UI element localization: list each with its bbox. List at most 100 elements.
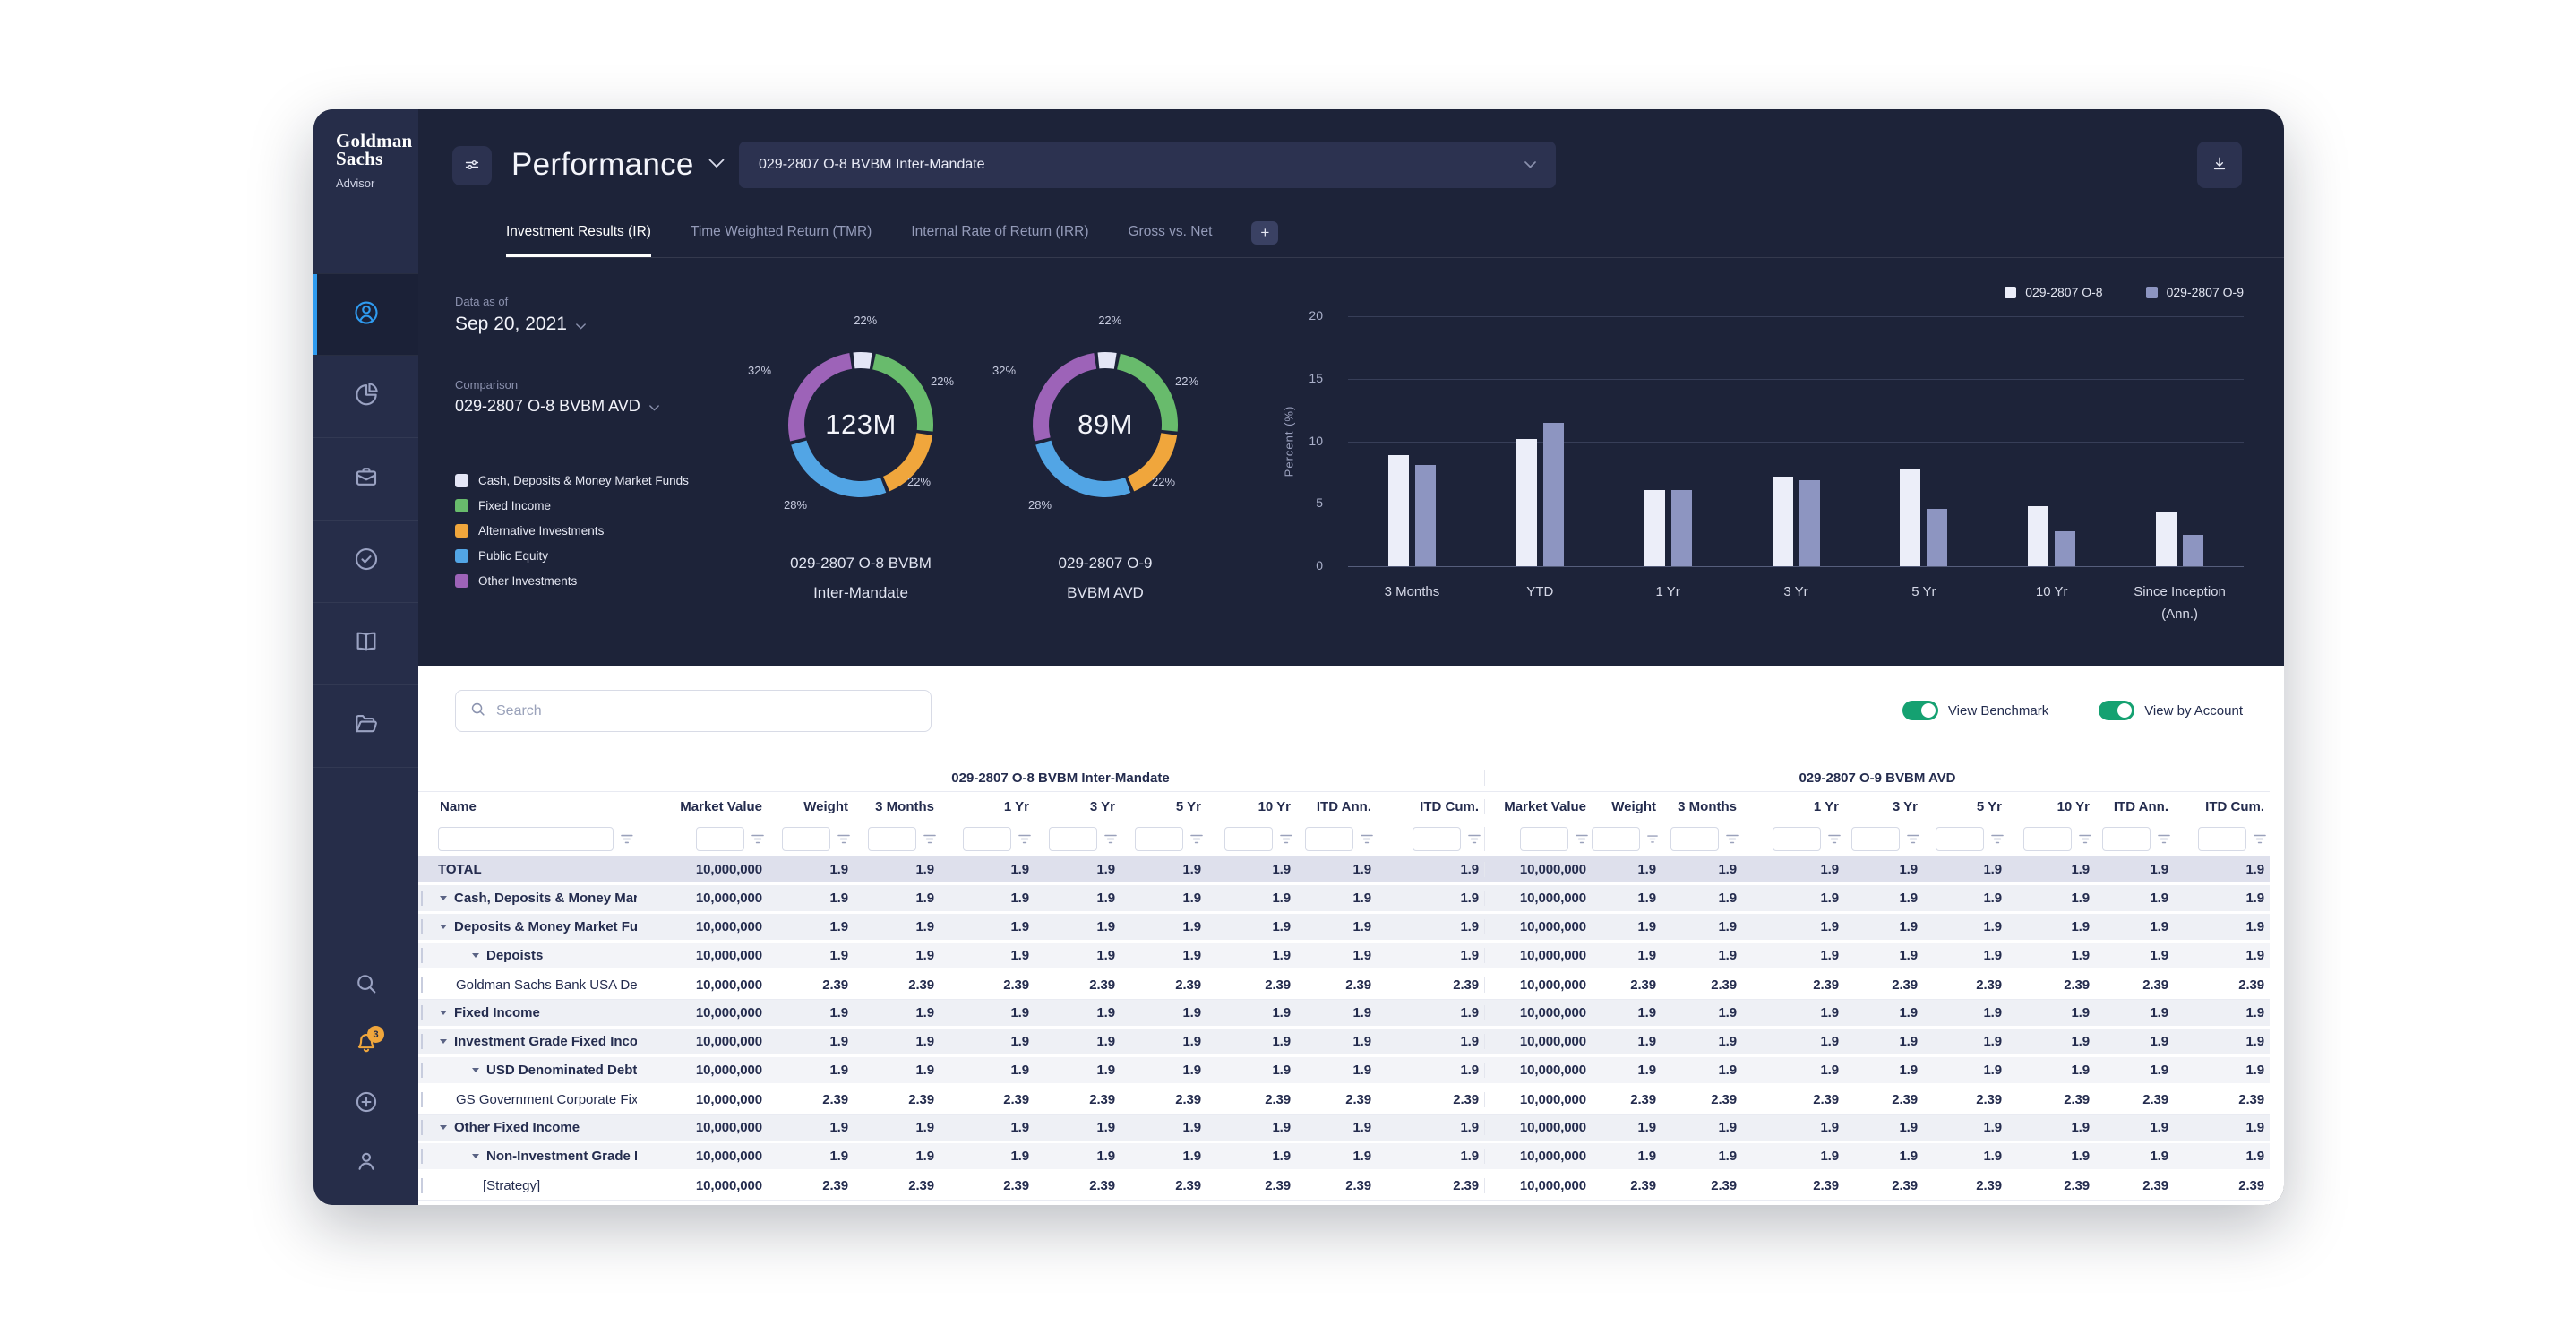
bar-029-2807 O-8[interactable] (2156, 511, 2177, 566)
row-expand-caret-icon[interactable] (472, 953, 479, 958)
tab-gross-vs-net[interactable]: Gross vs. Net (1128, 224, 1213, 239)
sidebar-notifications-button[interactable]: 3 (313, 1015, 418, 1074)
row-expand-caret-icon[interactable] (440, 1039, 447, 1044)
download-button[interactable] (2197, 142, 2242, 188)
column-filter-input[interactable] (1049, 827, 1097, 851)
column-filter-input[interactable] (438, 827, 614, 851)
bar-029-2807 O-8[interactable] (1772, 476, 1793, 566)
row-checkbox[interactable] (421, 1178, 423, 1193)
column-filter-input[interactable] (963, 827, 1011, 851)
filter-icon[interactable] (2254, 834, 2266, 844)
column-filter-input[interactable] (1413, 827, 1461, 851)
table-row[interactable]: TOTAL 10,000,000 1.9 1.9 1.9 1.9 1.9 1.9 1.9 1.9 1… (418, 856, 2270, 885)
column-filter-input[interactable] (1135, 827, 1183, 851)
row-expand-caret-icon[interactable] (440, 1011, 447, 1015)
bar-029-2807 O-8[interactable] (1516, 438, 1537, 566)
view-settings-button[interactable] (452, 146, 492, 185)
bar-029-2807 O-9[interactable] (2055, 530, 2076, 566)
bar-029-2807 O-9[interactable] (1670, 489, 1692, 566)
sidebar-add-button[interactable] (313, 1074, 418, 1133)
filter-icon[interactable] (1647, 834, 1658, 844)
table-row[interactable]: Cash, Deposits & Money Market Funds 10,00… (418, 885, 2270, 914)
filter-icon[interactable] (1576, 834, 1588, 844)
sidebar-item-clients[interactable] (313, 273, 418, 356)
filter-icon[interactable] (1907, 834, 1919, 844)
row-checkbox[interactable] (421, 948, 423, 963)
sidebar-profile-button[interactable] (313, 1133, 418, 1192)
table-row[interactable]: USD Denominated Debt 10,000,000 1.9 1.9 1.9 1… (418, 1057, 2270, 1086)
sidebar-item-tasks[interactable] (313, 521, 418, 603)
column-filter-input[interactable] (782, 827, 830, 851)
toggle-switch-on[interactable] (2099, 701, 2135, 720)
comparison-selector[interactable]: 029-2807 O-8 BVBM AVD (455, 397, 659, 416)
table-row[interactable]: Depoists 10,000,000 1.9 1.9 1.9 1.9 1.9 1.9 1.9 1… (418, 943, 2270, 971)
column-filter-input[interactable] (2198, 827, 2246, 851)
sidebar-item-portfolio[interactable] (313, 438, 418, 521)
view-by-account-toggle[interactable]: View by Account (2099, 701, 2243, 720)
tab-investment-results[interactable]: Investment Results (IR) (506, 224, 651, 257)
table-row[interactable]: GS Government Corporate Fixed Income 10,0… (418, 1086, 2270, 1115)
filter-icon[interactable] (621, 834, 633, 844)
table-row[interactable]: Goldman Sachs Bank USA Deposits (BDA) 10,… (418, 971, 2270, 1000)
row-expand-caret-icon[interactable] (440, 1125, 447, 1130)
tab-internal-rate-of-return[interactable]: Internal Rate of Return (IRR) (911, 224, 1089, 239)
column-filter-input[interactable] (1520, 827, 1568, 851)
row-checkbox[interactable] (421, 1149, 423, 1164)
view-benchmark-toggle[interactable]: View Benchmark (1902, 701, 2048, 720)
column-filter-input[interactable] (2023, 827, 2072, 851)
column-filter-input[interactable] (1305, 827, 1353, 851)
table-row[interactable]: Non-Investment Grade Debt 10,000,000 1.9 1.… (418, 1143, 2270, 1172)
filter-icon[interactable] (1726, 834, 1739, 844)
bar-029-2807 O-9[interactable] (1927, 508, 1948, 566)
column-filter-input[interactable] (2102, 827, 2151, 851)
bar-029-2807 O-9[interactable] (1414, 465, 1436, 566)
row-checkbox[interactable] (421, 919, 423, 934)
row-expand-caret-icon[interactable] (440, 925, 447, 929)
row-checkbox[interactable] (421, 1005, 423, 1020)
row-checkbox[interactable] (421, 1092, 423, 1107)
account-selector[interactable]: 029-2807 O-8 BVBM Inter-Mandate (739, 142, 1556, 188)
search-input[interactable] (496, 702, 917, 719)
row-checkbox[interactable] (421, 977, 423, 993)
sidebar-item-research[interactable] (313, 603, 418, 685)
bar-029-2807 O-9[interactable] (1799, 479, 1820, 566)
sidebar-search-button[interactable] (313, 956, 418, 1015)
filter-icon[interactable] (923, 834, 936, 844)
filter-icon[interactable] (1104, 834, 1117, 844)
bar-029-2807 O-9[interactable] (1542, 422, 1564, 566)
table-row[interactable]: [Strategy] 10,000,000 2.39 2.39 2.39 2.39 2.39… (418, 1172, 2270, 1201)
bar-029-2807 O-9[interactable] (2183, 535, 2204, 566)
filter-icon[interactable] (837, 834, 850, 844)
row-checkbox[interactable] (421, 891, 423, 906)
row-expand-caret-icon[interactable] (472, 1154, 479, 1158)
add-tab-button[interactable]: + (1251, 221, 1279, 245)
filter-icon[interactable] (1190, 834, 1203, 844)
bar-029-2807 O-8[interactable] (1644, 489, 1665, 566)
table-row[interactable]: Fixed Income 10,000,000 1.9 1.9 1.9 1.9 1.9 1.9… (418, 1000, 2270, 1029)
column-filter-input[interactable] (1592, 827, 1640, 851)
chevron-down-icon[interactable] (708, 157, 725, 173)
column-filter-input[interactable] (1670, 827, 1719, 851)
toggle-switch-on[interactable] (1902, 701, 1938, 720)
table-row[interactable]: Deposits & Money Market Funds 10,000,000 1… (418, 914, 2270, 943)
row-expand-caret-icon[interactable] (440, 896, 447, 900)
row-checkbox[interactable] (421, 1120, 423, 1135)
row-expand-caret-icon[interactable] (472, 1068, 479, 1072)
table-row[interactable]: Investment Grade Fixed Income 10,000,000 1… (418, 1029, 2270, 1057)
column-filter-input[interactable] (696, 827, 744, 851)
filter-icon[interactable] (1468, 834, 1481, 844)
filter-icon[interactable] (1018, 834, 1031, 844)
sidebar-item-documents[interactable] (313, 685, 418, 768)
tab-time-weighted-return[interactable]: Time Weighted Return (TMR) (690, 224, 872, 239)
bar-029-2807 O-8[interactable] (1900, 469, 1921, 566)
sidebar-item-allocation[interactable] (313, 356, 418, 438)
filter-icon[interactable] (2079, 834, 2091, 844)
row-checkbox[interactable] (421, 1063, 423, 1078)
filter-icon[interactable] (1280, 834, 1292, 844)
filter-icon[interactable] (1361, 834, 1373, 844)
filter-icon[interactable] (751, 834, 764, 844)
bar-029-2807 O-8[interactable] (2028, 506, 2049, 566)
bar-029-2807 O-8[interactable] (1387, 454, 1409, 566)
column-filter-input[interactable] (1936, 827, 1984, 851)
data-as-of-selector[interactable]: Sep 20, 2021 (455, 314, 586, 335)
